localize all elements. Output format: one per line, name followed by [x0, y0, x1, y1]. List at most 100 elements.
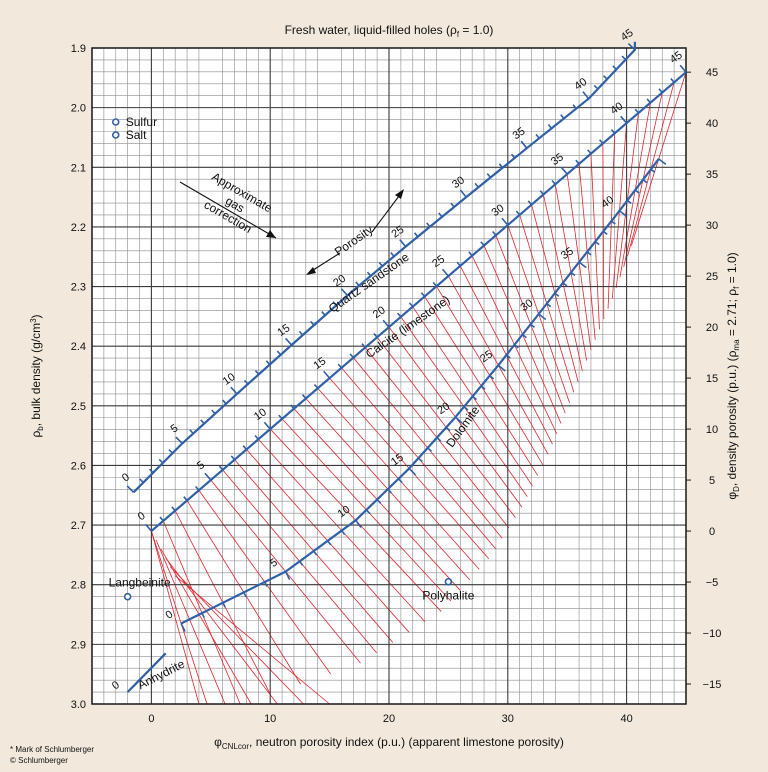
porosity-tick: [204, 472, 212, 481]
porosity-tick: [148, 468, 154, 474]
porosity-tick: [587, 149, 592, 155]
porosity-label-calcite-limestone: 45: [668, 49, 685, 66]
y2-tick-label: −10: [703, 628, 722, 640]
porosity-tick: [426, 222, 431, 228]
porosity-label-calcite-limestone: 10: [252, 406, 269, 423]
chart-title: Fresh water, liquid-filled holes (ρf = 1…: [285, 23, 494, 39]
lithology-lines: [126, 41, 687, 693]
porosity-label-quartz-sandstone: 45: [619, 27, 636, 44]
y-tick-label: 2.4: [71, 341, 86, 353]
y2-tick-label: −15: [703, 679, 722, 691]
porosity-tick: [510, 153, 516, 159]
footer-copyright: © Schlumberger: [10, 756, 68, 765]
porosity-tick: [230, 386, 238, 395]
axis-tick-labels: 0 10 20 30 40 1.9 2.0 2.1 2.2 2.3 2.4 2.5 2.6 2.7 2.8 2…: [71, 43, 722, 725]
porosity-tick: [618, 210, 628, 218]
porosity-label-calcite-limestone: 20: [371, 304, 388, 321]
porosity-tick: [301, 394, 307, 400]
porosity-tick: [658, 158, 667, 165]
y2-tick-label: −5: [706, 577, 719, 589]
porosity-tick: [189, 429, 194, 435]
porosity-tick: [463, 406, 469, 411]
porosity-tick: [501, 217, 509, 226]
y2-tick-label: 30: [706, 220, 718, 232]
porosity-tick: [530, 323, 536, 328]
porosity-tick: [634, 108, 640, 114]
porosity-tick: [397, 312, 402, 318]
porosity-tick: [399, 239, 407, 248]
porosity-tick: [441, 268, 450, 277]
porosity-tick: [602, 75, 608, 80]
porosity-tick: [480, 241, 485, 247]
porosity-tick: [612, 65, 617, 70]
porosity-tick: [472, 395, 478, 401]
porosity-tick: [456, 261, 461, 267]
porosity-tick: [276, 350, 282, 356]
porosity-tick: [180, 623, 186, 632]
porosity-tick: [243, 592, 247, 598]
porosity-tick: [355, 281, 360, 287]
porosity-tick: [538, 313, 547, 321]
porosity-tick: [570, 271, 576, 277]
porosity-tick: [327, 540, 332, 546]
y-tick-label: 2.7: [71, 520, 86, 532]
porosity-label-dolomite: 10: [336, 503, 353, 520]
y-tick-label: 2.1: [71, 162, 86, 174]
y2-tick-label: 25: [706, 271, 718, 283]
porosity-tick: [610, 129, 616, 134]
porosity-arrow-right: [371, 191, 403, 233]
porosity-tick: [218, 465, 224, 471]
y-tick-label: 2.8: [71, 580, 86, 592]
footer-mark: * Mark of Schlumberger: [10, 745, 94, 754]
porosity-label-quartz-sandstone: 15: [275, 322, 292, 339]
porosity-tick: [546, 302, 552, 308]
porosity-tick: [598, 139, 604, 145]
porosity-tick: [390, 252, 395, 257]
porosity-tick: [417, 457, 423, 463]
x-tick-label: 0: [148, 713, 154, 725]
porosity-tick: [620, 115, 628, 124]
porosity-tick: [298, 330, 304, 336]
porosity-label-quartz-sandstone: 25: [389, 224, 406, 241]
porosity-tick: [263, 421, 271, 430]
porosity-tick: [586, 251, 592, 256]
porosity-tick: [562, 282, 568, 287]
porosity-tick: [201, 612, 205, 618]
mineral-label-langbeinite: Langbeinite: [109, 576, 171, 590]
porosity-label-calcite-limestone: 0: [136, 510, 148, 523]
porosity-label-dolomite: 5: [268, 556, 280, 569]
mineral-point-salt: [111, 131, 120, 139]
x-axis-label: φCNLcor, neutron porosity index (p.u.) (…: [214, 735, 564, 751]
porosity-tick: [480, 385, 486, 390]
porosity-tick: [373, 332, 378, 338]
red-porosity-line: [160, 548, 252, 705]
porosity-tick: [627, 43, 636, 51]
y2-tick-label: 35: [706, 169, 718, 181]
porosity-label-quartz-sandstone: 10: [221, 371, 238, 388]
y-tick-label: 2.0: [71, 103, 86, 115]
y2-tick-label: 10: [706, 424, 718, 436]
porosity-tick: [230, 455, 236, 461]
porosity-tick: [195, 485, 200, 491]
porosity-tick: [505, 354, 511, 359]
y-tick-label: 3.0: [71, 699, 86, 711]
gas-correction-arrow: [179, 181, 277, 239]
porosity-tick: [243, 379, 249, 385]
porosity-tick: [313, 383, 319, 389]
porosity-label-dolomite: 15: [389, 452, 406, 469]
porosity-tick: [438, 212, 443, 218]
series-dolomite: [180, 158, 660, 625]
porosity-label-dolomite: 30: [519, 297, 536, 314]
porosity-tick: [200, 419, 205, 425]
porosity-tick: [337, 363, 343, 369]
porosity-tick: [168, 449, 174, 454]
porosity-tick: [254, 434, 259, 440]
mineral-label-salt: Salt: [126, 128, 147, 142]
porosity-tick: [445, 426, 451, 432]
x-tick-label: 10: [264, 713, 276, 725]
porosity-tick: [547, 123, 553, 129]
porosity-tick: [361, 343, 366, 349]
porosity-tick: [578, 261, 587, 269]
porosity-tick: [572, 104, 577, 110]
